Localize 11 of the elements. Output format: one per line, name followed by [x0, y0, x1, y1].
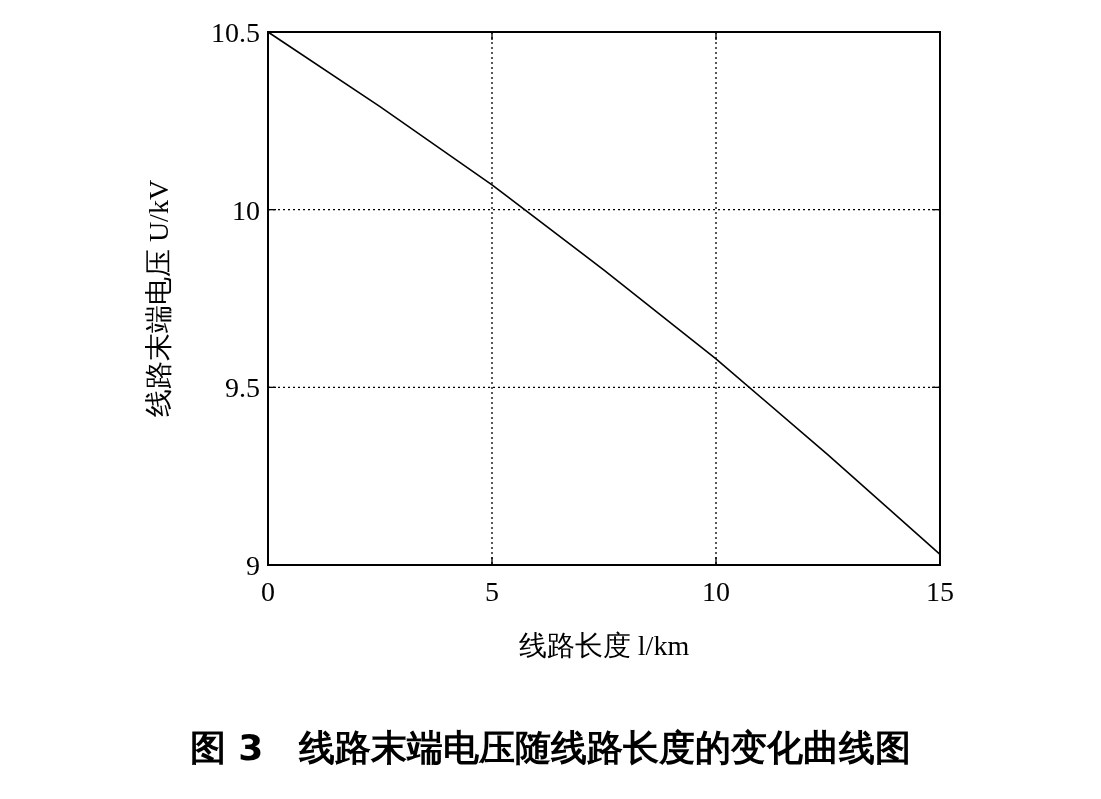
y-tick-label: 10.5 [211, 17, 260, 48]
y-tick-label: 9 [246, 550, 260, 581]
y-axis-title: 线路末端电压 U/kV [143, 179, 174, 418]
x-tick-label: 10 [702, 576, 730, 607]
x-tick-label: 0 [261, 576, 275, 607]
x-axis-title: 线路长度 l/km [518, 630, 690, 661]
y-tick-label: 9.5 [225, 372, 260, 404]
y-tick-label: 10 [232, 194, 260, 226]
x-tick-label: 5 [485, 576, 499, 607]
text: 图 3 线路末端电压随线路长度的变化曲线图 [189, 727, 912, 768]
x-tick-label: 15 [926, 576, 954, 607]
